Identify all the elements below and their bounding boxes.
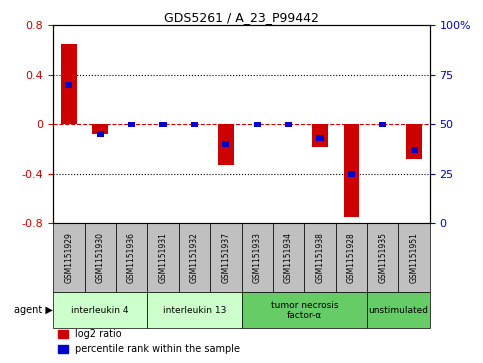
Bar: [254, 122, 261, 127]
FancyBboxPatch shape: [210, 223, 242, 293]
Bar: [343, 124, 359, 217]
FancyBboxPatch shape: [85, 223, 116, 293]
Bar: [316, 135, 324, 141]
Text: GSM1151929: GSM1151929: [64, 232, 73, 283]
FancyBboxPatch shape: [147, 223, 179, 293]
Bar: [97, 131, 104, 137]
Bar: [159, 122, 167, 127]
Text: GSM1151951: GSM1151951: [410, 232, 419, 283]
FancyBboxPatch shape: [273, 223, 304, 293]
Bar: [61, 44, 77, 124]
Bar: [218, 124, 234, 165]
Legend: log2 ratio, percentile rank within the sample: log2 ratio, percentile rank within the s…: [58, 330, 241, 354]
Bar: [348, 171, 355, 176]
FancyBboxPatch shape: [53, 223, 85, 293]
Text: GSM1151933: GSM1151933: [253, 232, 262, 284]
FancyBboxPatch shape: [367, 223, 398, 293]
Bar: [65, 82, 72, 87]
Text: interleukin 13: interleukin 13: [163, 306, 226, 315]
Bar: [222, 141, 229, 147]
Bar: [92, 124, 108, 134]
Title: GDS5261 / A_23_P99442: GDS5261 / A_23_P99442: [164, 11, 319, 24]
Text: GSM1151931: GSM1151931: [158, 232, 168, 283]
Text: GSM1151928: GSM1151928: [347, 232, 356, 283]
Bar: [379, 122, 386, 127]
Text: GSM1151932: GSM1151932: [190, 232, 199, 283]
Bar: [191, 122, 198, 127]
Text: GSM1151934: GSM1151934: [284, 232, 293, 284]
FancyBboxPatch shape: [242, 223, 273, 293]
FancyBboxPatch shape: [367, 293, 430, 328]
Text: agent ▶: agent ▶: [14, 305, 53, 315]
Text: tumor necrosis
factor-α: tumor necrosis factor-α: [270, 301, 338, 320]
FancyBboxPatch shape: [147, 293, 242, 328]
Text: interleukin 4: interleukin 4: [71, 306, 129, 315]
Text: GSM1151936: GSM1151936: [127, 232, 136, 284]
Bar: [312, 124, 328, 147]
Text: GSM1151937: GSM1151937: [221, 232, 230, 284]
Text: GSM1151938: GSM1151938: [315, 232, 325, 283]
Text: GSM1151935: GSM1151935: [378, 232, 387, 284]
FancyBboxPatch shape: [116, 223, 147, 293]
Bar: [406, 124, 422, 159]
Bar: [128, 122, 135, 127]
FancyBboxPatch shape: [242, 293, 367, 328]
FancyBboxPatch shape: [53, 293, 147, 328]
Text: GSM1151930: GSM1151930: [96, 232, 105, 284]
FancyBboxPatch shape: [304, 223, 336, 293]
Bar: [285, 122, 292, 127]
Bar: [411, 147, 418, 153]
FancyBboxPatch shape: [398, 223, 430, 293]
Text: unstimulated: unstimulated: [369, 306, 428, 315]
FancyBboxPatch shape: [179, 223, 210, 293]
FancyBboxPatch shape: [336, 223, 367, 293]
